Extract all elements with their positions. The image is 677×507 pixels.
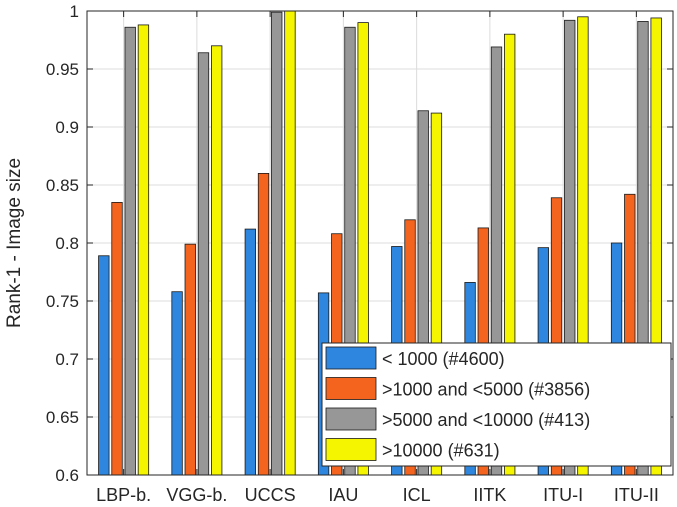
- y-tick-label: 1: [70, 2, 79, 21]
- legend-label: >5000 and <10000 (#413): [382, 410, 590, 430]
- y-tick-label: 0.6: [55, 466, 79, 485]
- x-tick-label: ICL: [403, 485, 431, 505]
- x-tick-label: VGG-b.: [166, 485, 227, 505]
- legend: < 1000 (#4600) >1000 and <5000 (#3856) >50…: [321, 342, 672, 467]
- legend-swatch: [325, 346, 377, 370]
- bar: [197, 52, 210, 476]
- y-tick-label: 0.85: [46, 176, 79, 195]
- legend-swatch: [325, 407, 377, 431]
- y-tick-label: 0.9: [55, 118, 79, 137]
- legend-swatch: [325, 377, 377, 400]
- y-tick-label: 0.8: [55, 234, 79, 253]
- legend-swatch: [325, 438, 377, 461]
- bar: [271, 11, 283, 476]
- x-tick-label: ITU-II: [614, 485, 659, 505]
- bar: [124, 26, 136, 476]
- y-tick-label: 0.95: [46, 60, 79, 79]
- y-tick-label: 0.75: [46, 292, 79, 311]
- legend-label: >10000 (#631): [382, 441, 500, 461]
- x-tick-label: IAU: [328, 485, 358, 505]
- y-tick-label: 0.65: [46, 408, 79, 427]
- x-tick-label: UCCS: [245, 485, 296, 505]
- x-axis: LBP-b. VGG-b. UCCS IAU ICL IITK ITU-I ITU-II: [96, 11, 659, 505]
- x-tick-label: IITK: [473, 485, 506, 505]
- bar: [257, 172, 270, 476]
- bar: [137, 24, 150, 476]
- bar: [244, 228, 256, 476]
- legend-box: [321, 342, 672, 467]
- x-tick-label: ITU-I: [543, 485, 583, 505]
- bar: [211, 45, 223, 476]
- bar: [98, 255, 110, 476]
- legend-label: >1000 and <5000 (#3856): [382, 380, 590, 400]
- bar: [184, 243, 196, 476]
- bar: [171, 291, 183, 476]
- y-tick-label: 0.7: [55, 350, 79, 369]
- y-axis-label: Rank-1 - Image size: [4, 158, 25, 328]
- legend-label: < 1000 (#4600): [382, 349, 505, 369]
- bar: [111, 201, 123, 476]
- bar: [284, 10, 296, 476]
- y-axis: 0.6 0.65 0.7 0.75 0.8 0.85 0.9 0.95 1: [46, 2, 673, 485]
- x-tick-label: LBP-b.: [96, 485, 151, 505]
